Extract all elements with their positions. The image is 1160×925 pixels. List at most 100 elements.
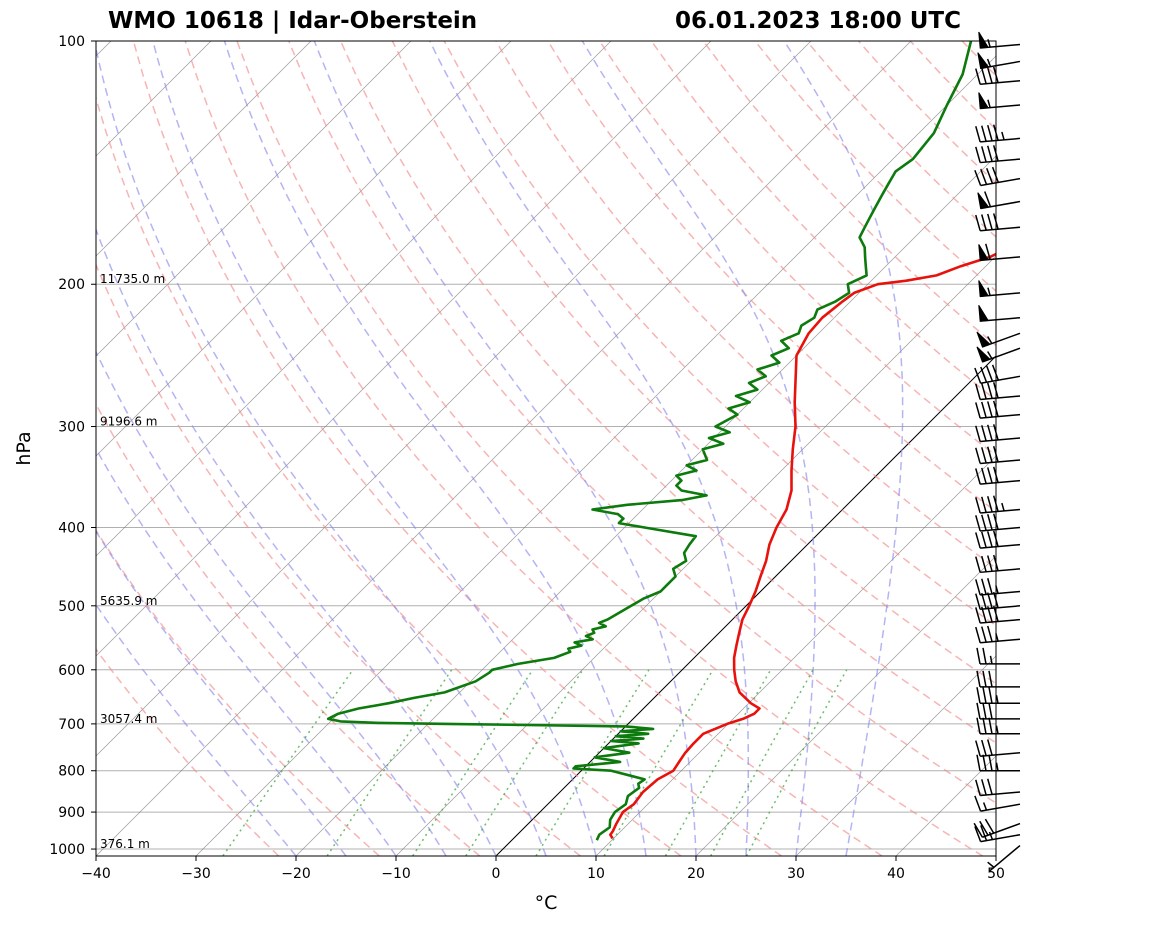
mixing-ratio-line [412,669,534,856]
y-tick-label: 500 [58,599,85,615]
wind-barb-pennant [978,304,989,322]
mixing-ratio-line [465,669,584,856]
moist-adiabat-line [152,41,597,856]
mixing-ratio-line [664,669,772,856]
wind-barb-feather [975,402,981,419]
isotherm-line [96,41,912,856]
x-tick-label: −10 [381,866,411,882]
wind-barb-feather [981,779,987,796]
wind-barb-half-feather [1001,502,1005,512]
wind-barb-staff [980,375,1021,385]
wind-barb-feather [988,717,993,734]
wind-barb-feather [975,593,981,610]
dry-adiabat-line [598,41,996,457]
wind-barb [975,466,1021,485]
wind-barb-feather [975,779,981,796]
wind-barb-feather [975,68,981,85]
wind-barb-feather [975,425,981,442]
isotherm-line [0,41,11,856]
moist-adiabat-line [429,41,750,856]
wind-barb-feather [975,556,981,573]
wind-barb-feather [987,424,993,441]
dry-adiabat-line [132,41,782,856]
wind-barb-feather [987,578,993,595]
wind-barb-feather [975,515,981,532]
wind-barb-staff [980,437,1021,443]
wind-barb-feather [975,532,981,549]
wind-barb-feather [982,702,987,719]
wind-barb-half-feather [987,861,995,868]
wind-barb [976,670,1020,688]
y-tick-label: 900 [58,805,85,821]
isotherm-line [96,41,712,657]
wind-barb-half-feather [995,585,999,594]
wind-barb-feather [992,424,999,441]
y-tick-label: 300 [58,420,85,436]
wind-barb-feather [981,514,987,531]
isotherm-line [96,41,612,557]
wind-barb-feather [987,213,993,230]
dry-adiabat-line [339,41,996,744]
background-lines [0,41,996,856]
wind-barb-staff [980,605,1021,611]
chart-title-datetime: 06.01.2023 18:00 UTC [675,8,961,34]
wind-barb-feather [987,401,993,418]
wind-barb [977,52,1021,70]
wind-barb-staff [980,618,1021,624]
wind-barb-feather [981,425,987,442]
wind-barb-feather [981,214,987,231]
wind-barb-feather [975,126,981,143]
isotherm-line [96,41,412,357]
wind-barb-feather [988,687,993,704]
mixing-ratio-line [326,669,453,856]
axes: −40 −30 −20 −10 0 10 20 30 40 50 100 200 300 400 500 60… [13,34,1005,914]
wind-barb-staff [980,413,1021,419]
wind-barb-feather [987,739,993,756]
wind-barb-feather [992,466,999,483]
wind-barb-feather [988,670,993,688]
x-tick-label: −20 [281,866,311,882]
wind-barb-feather [987,496,993,513]
wind-barb-feather [992,530,999,547]
wind-barb-feather [976,687,981,704]
wind-barb-staff [982,822,1021,838]
wind-barb [973,818,1021,838]
dewpoint-profile-line [326,41,973,841]
wind-barb [975,554,1021,574]
mixing-ratio-line [222,669,354,856]
wind-barb-feather [981,555,987,572]
wind-barb-half-feather [995,633,999,642]
wind-barb [978,92,1021,110]
wind-barb [976,687,1020,704]
wind-barb-staff [980,137,1021,143]
zero-isotherm-line [495,355,996,856]
y-tick-label: 600 [58,663,85,679]
wind-barb-feather [981,401,987,418]
wind-barb-staff [980,791,1021,797]
wind-barb [975,591,1021,611]
wind-barb-staff [980,590,1021,596]
wind-barb [975,513,1021,532]
wind-barb-feather [985,365,994,382]
wind-barb-feather [992,446,999,463]
moist-adiabat-line [96,529,347,856]
wind-barb-half-feather [986,58,992,67]
x-tick-label: 10 [587,866,605,882]
wind-barb [976,647,1020,665]
wind-barb-feather [981,626,987,643]
wind-barb-feather [987,145,993,162]
wind-barb-feather [987,778,993,795]
moist-adiabat-line [96,227,497,856]
chart-title-station: WMO 10618 | Idar-Oberstein [108,8,478,34]
temperature-profile-line [609,252,996,840]
wind-barb [978,280,1021,298]
wind-barb-feather [974,367,982,384]
dry-adiabat-line [96,402,481,856]
wind-barb [976,702,1020,720]
moist-adiabat-line [96,350,447,856]
wind-barb-pennant [978,92,989,110]
dry-adiabat-line [96,263,581,856]
wind-barb-feather [975,579,981,596]
wind-barb-staff [980,751,1021,757]
wind-barb-feather [987,531,993,548]
